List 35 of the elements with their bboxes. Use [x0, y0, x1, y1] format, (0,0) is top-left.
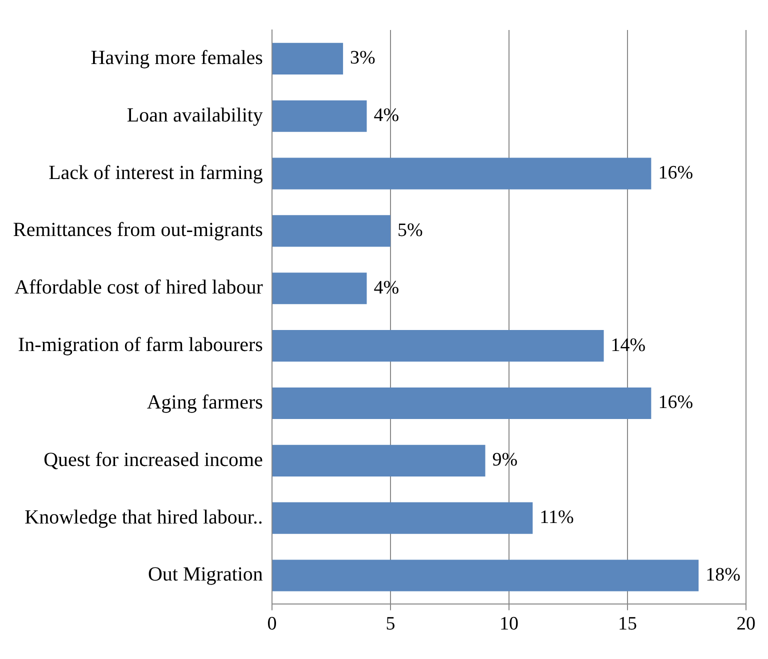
data-label: 4%: [374, 277, 400, 298]
bar: [272, 502, 533, 534]
bar: [272, 42, 344, 74]
bar: [272, 100, 367, 132]
bar: [272, 330, 604, 362]
y-tick-label: In-migration of farm labourers: [18, 334, 264, 356]
y-tick-label: Lack of interest in farming: [48, 162, 263, 184]
data-label: 4%: [374, 105, 400, 126]
y-tick-label: Out Migration: [148, 564, 263, 586]
y-tick-label: Remittances from out-migrants: [12, 219, 264, 242]
data-label: 5%: [397, 220, 423, 241]
data-label: 16%: [658, 162, 694, 184]
bar: [272, 444, 486, 476]
data-label: 14%: [610, 334, 646, 356]
data-label: 9%: [492, 450, 518, 471]
data-label: 18%: [706, 564, 741, 586]
x-tick-label: 10: [499, 614, 518, 635]
data-label: 11%: [540, 507, 574, 528]
bar: [272, 560, 699, 592]
data-label: 3%: [350, 48, 376, 69]
y-tick-label: Quest for increased income: [44, 448, 264, 471]
data-label: 16%: [658, 392, 694, 414]
x-tick-label: 0: [267, 614, 277, 635]
y-tick-label: Knowledge that hired labour..: [24, 506, 263, 528]
bar: [272, 158, 652, 190]
x-tick-label: 15: [618, 614, 637, 635]
y-tick-label: Affordable cost of hired labour: [14, 276, 264, 299]
y-tick-label: Having more females: [90, 46, 264, 69]
bar: [272, 215, 390, 247]
bar: [272, 387, 652, 420]
bar: [272, 272, 367, 304]
y-tick-label: Loan availability: [126, 104, 263, 126]
y-tick-label: Aging farmers: [146, 391, 264, 414]
x-tick-label: 20: [736, 614, 756, 635]
x-tick-label: 5: [386, 614, 396, 635]
